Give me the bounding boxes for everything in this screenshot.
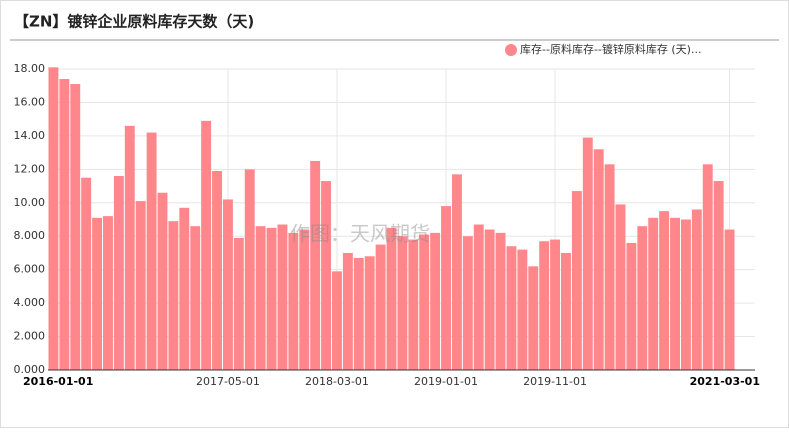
bar: [517, 249, 528, 370]
bar: [310, 160, 321, 370]
bar: [332, 271, 342, 370]
bar: [375, 244, 386, 370]
bar: [724, 229, 735, 370]
bar: [539, 241, 550, 370]
bar: [408, 239, 419, 370]
bar: [550, 239, 561, 370]
watermark: 作图：天风期货: [290, 222, 430, 246]
bar: [222, 199, 233, 370]
y-tick-label: 8.000: [14, 229, 46, 242]
bar: [582, 137, 593, 370]
bar: [201, 120, 212, 370]
y-tick-label: 16.00: [14, 95, 46, 108]
x-tick-label: 2017-05-01: [196, 375, 260, 388]
bar: [713, 181, 724, 370]
bar: [648, 217, 659, 370]
bar: [146, 132, 157, 370]
bar: [441, 206, 451, 370]
chart-title: 【ZN】镀锌企业原料库存天数（天): [14, 13, 254, 31]
y-tick-label: 10.00: [14, 196, 46, 209]
bar: [113, 176, 124, 370]
bar: [92, 217, 103, 370]
bar: [364, 256, 375, 370]
bar: [233, 237, 244, 370]
bar: [277, 224, 288, 370]
bar: [659, 211, 670, 370]
bar: [70, 84, 81, 371]
bar: [103, 216, 113, 370]
x-tick-label: 2018-03-01: [305, 375, 369, 388]
bar: [342, 252, 353, 370]
bar: [604, 164, 615, 370]
legend-swatch: [505, 44, 517, 56]
bar: [168, 221, 179, 370]
bar: [255, 226, 266, 370]
bar: [484, 229, 495, 370]
bar: [266, 227, 277, 370]
bar: [473, 224, 484, 370]
bar: [571, 191, 582, 370]
y-tick-label: 12.00: [14, 162, 46, 175]
bar: [495, 232, 506, 370]
bar: [288, 232, 299, 370]
bar: [506, 246, 517, 370]
bar: [135, 201, 146, 370]
y-tick-label: 6.000: [14, 263, 46, 276]
bar: [680, 219, 691, 370]
bar: [702, 164, 713, 370]
y-tick-label: 4.000: [14, 296, 46, 309]
bar: [615, 204, 626, 370]
bar: [124, 125, 135, 370]
bar: [451, 174, 462, 370]
y-tick-label: 0.000: [14, 363, 46, 376]
bar: [691, 209, 702, 370]
bar: [321, 181, 332, 370]
x-tick-label: 2016-01-01: [23, 375, 93, 388]
bar: [430, 232, 441, 370]
x-tick-label: 2019-01-01: [414, 375, 478, 388]
legend-label: 库存--原料库存--镀锌原料库存 (天)...: [520, 42, 701, 56]
bar: [157, 192, 168, 370]
bar: [561, 252, 571, 370]
bar: [179, 207, 190, 370]
bar: [626, 242, 637, 370]
bar: [244, 169, 255, 370]
bar: [353, 257, 364, 370]
bar: [593, 149, 604, 370]
x-tick-label: 2019-11-01: [523, 375, 587, 388]
bar: [299, 229, 310, 370]
bar: [190, 226, 201, 370]
bar: [386, 227, 397, 370]
bar: [637, 226, 648, 370]
x-tick-label: 2021-03-01: [690, 375, 760, 388]
bar: [462, 236, 473, 370]
bar: [212, 171, 222, 370]
bar: [397, 236, 408, 370]
y-tick-label: 2.000: [14, 330, 46, 343]
bar: [81, 177, 92, 370]
y-tick-label: 18.00: [14, 62, 46, 75]
bar: [528, 266, 539, 370]
y-tick-label: 14.00: [14, 129, 46, 142]
bar: [419, 234, 430, 370]
bar: [48, 67, 59, 371]
bar: [670, 217, 680, 370]
bar: [59, 79, 70, 371]
